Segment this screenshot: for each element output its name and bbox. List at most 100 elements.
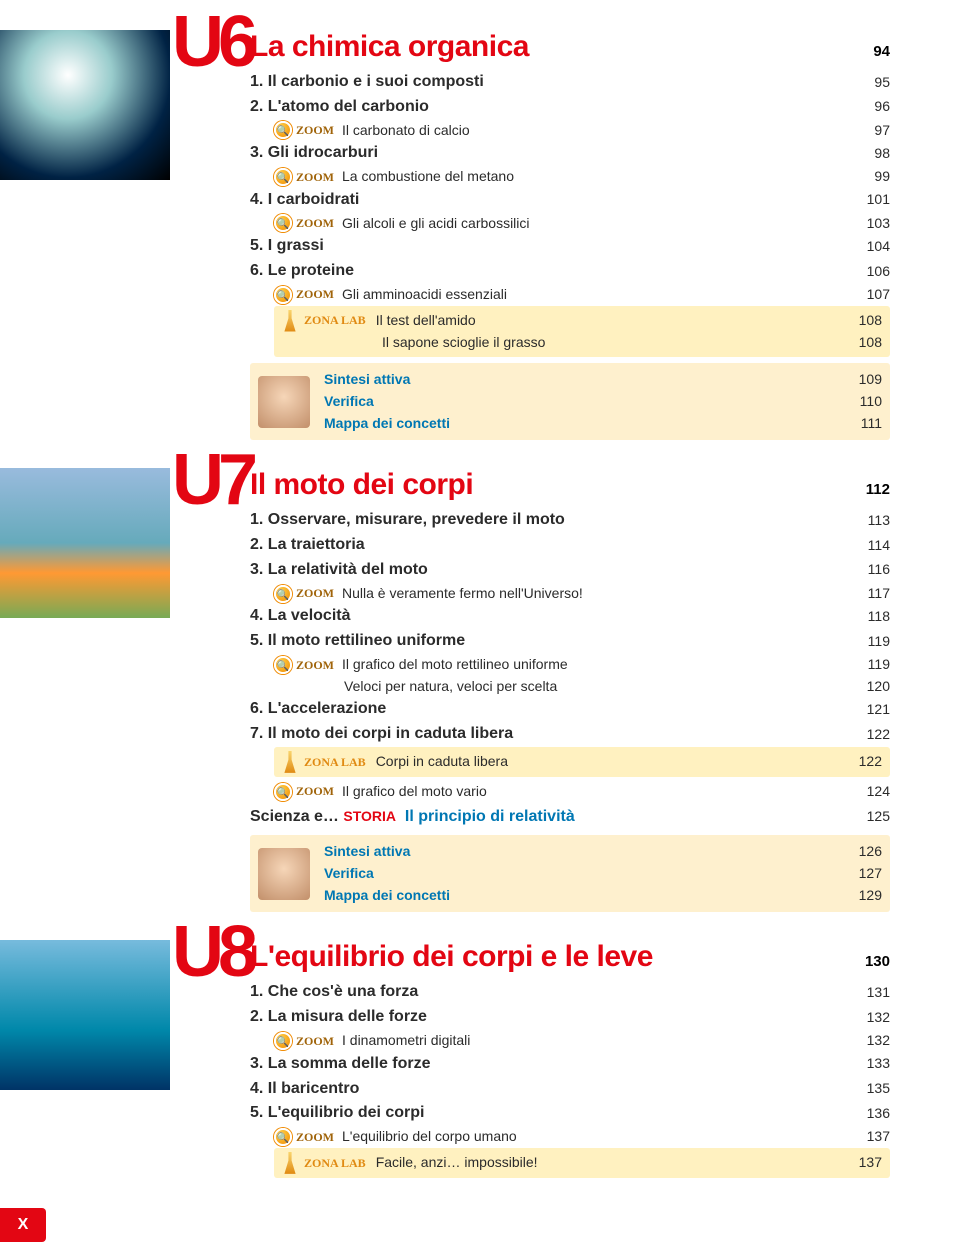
toc-page: 132 bbox=[867, 1030, 890, 1052]
toc-page: 114 bbox=[868, 535, 890, 557]
toc-page: 103 bbox=[867, 213, 890, 235]
toc-item: 2. La misura delle forze bbox=[250, 1005, 867, 1030]
toc-item: 6. Le proteine bbox=[250, 259, 867, 284]
zoom-label: ZOOM bbox=[296, 656, 334, 675]
toc-item: 2. La traiettoria bbox=[250, 533, 868, 558]
zoom-icon bbox=[274, 1032, 292, 1050]
face-icon bbox=[258, 376, 310, 428]
zona-lab-box: ZONA LABIl test dell'amido108 Il sapone … bbox=[274, 306, 890, 358]
toc-page: 119 bbox=[868, 654, 890, 676]
toc-page: 133 bbox=[867, 1053, 890, 1075]
toc-page: 118 bbox=[868, 606, 890, 628]
toc-item: Il grafico del moto vario bbox=[342, 781, 867, 803]
toc-item: 4. La velocità bbox=[250, 604, 868, 629]
sintesi-page: 129 bbox=[859, 885, 882, 907]
unit-u8: U8 L'equilibrio dei corpi e le leve 130 … bbox=[0, 940, 890, 1177]
sintesi-item: Mappa dei concetti bbox=[324, 885, 859, 907]
zoom-badge: ZOOM bbox=[274, 782, 334, 801]
toc-page: 121 bbox=[867, 699, 890, 721]
zona-lab-box: ZONA LAB Corpi in caduta libera122 bbox=[274, 747, 890, 777]
zoom-label: ZOOM bbox=[296, 214, 334, 233]
lab-label: ZONA LAB bbox=[304, 1154, 366, 1173]
unit-title-page: 112 bbox=[866, 481, 890, 498]
toc-item: 3. La relatività del moto bbox=[250, 558, 868, 583]
face-icon bbox=[258, 848, 310, 900]
sintesi-page: 111 bbox=[861, 413, 882, 435]
toc-page: 122 bbox=[867, 724, 890, 746]
lab-page: 108 bbox=[859, 332, 882, 354]
zoom-icon bbox=[274, 121, 292, 139]
toc-item: L'equilibrio del corpo umano bbox=[342, 1126, 867, 1148]
zoom-icon bbox=[274, 783, 292, 801]
toc-item: 3. Gli idrocarburi bbox=[250, 141, 874, 166]
toc-item: 6. L'accelerazione bbox=[250, 697, 867, 722]
unit-image bbox=[0, 940, 170, 1090]
sintesi-page: 127 bbox=[859, 863, 882, 885]
sintesi-box: Sintesi attiva109 Verifica110 Mappa dei … bbox=[250, 363, 890, 440]
zoom-icon bbox=[274, 1128, 292, 1146]
zoom-label: ZOOM bbox=[296, 1128, 334, 1147]
toc-item: Nulla è veramente fermo nell'Universo! bbox=[342, 583, 868, 605]
toc-item: 4. Il baricentro bbox=[250, 1077, 867, 1102]
unit-number: 8 bbox=[218, 912, 252, 992]
sintesi-item: Sintesi attiva bbox=[324, 369, 859, 391]
unit-tag: U8 bbox=[172, 924, 252, 982]
zoom-label: ZOOM bbox=[296, 1032, 334, 1051]
zoom-badge: ZOOM bbox=[274, 584, 334, 603]
toc-page: 113 bbox=[868, 510, 890, 532]
toc-page: 96 bbox=[874, 96, 890, 118]
toc-page: 97 bbox=[874, 120, 890, 142]
toc-item: Veloci per natura, veloci per scelta bbox=[344, 676, 867, 698]
unit-tag: U7 bbox=[172, 452, 252, 510]
sintesi-item: Verifica bbox=[324, 863, 859, 885]
flask-icon bbox=[282, 1152, 298, 1174]
toc-item: 5. L'equilibrio dei corpi bbox=[250, 1101, 867, 1126]
flask-icon bbox=[282, 751, 298, 773]
toc-item: Gli amminoacidi essenziali bbox=[342, 284, 867, 306]
lab-page: 122 bbox=[859, 751, 882, 773]
toc-item: La combustione del metano bbox=[342, 166, 874, 188]
toc-item: 5. Il moto rettilineo uniforme bbox=[250, 629, 868, 654]
zoom-badge: ZOOM bbox=[274, 168, 334, 187]
unit-number: 7 bbox=[218, 440, 252, 520]
lab-item: Corpi in caduta libera bbox=[376, 751, 859, 773]
zoom-icon bbox=[274, 214, 292, 232]
unit-image bbox=[0, 30, 170, 180]
zoom-label: ZOOM bbox=[296, 121, 334, 140]
sintesi-item: Mappa dei concetti bbox=[324, 413, 861, 435]
toc-item: Gli alcoli e gli acidi carbossilici bbox=[342, 213, 867, 235]
toc-page: 116 bbox=[868, 559, 890, 581]
toc-item: 3. La somma delle forze bbox=[250, 1052, 867, 1077]
toc-item: 2. L'atomo del carbonio bbox=[250, 95, 874, 120]
lab-badge: ZONA LAB bbox=[282, 751, 366, 773]
toc-page: 124 bbox=[867, 781, 890, 803]
unit-u6: U6 La chimica organica 94 1. Il carbonio… bbox=[0, 30, 890, 440]
zoom-badge: ZOOM bbox=[274, 656, 334, 675]
unit-tag: U6 bbox=[172, 14, 252, 72]
unit-title-page: 130 bbox=[865, 953, 890, 970]
toc-page: 120 bbox=[867, 676, 890, 698]
toc-page: 106 bbox=[867, 261, 890, 283]
toc-page: 119 bbox=[868, 631, 890, 653]
lab-item: Facile, anzi… impossibile! bbox=[376, 1152, 859, 1174]
toc-item: I dinamometri digitali bbox=[342, 1030, 867, 1052]
toc-item: 7. Il moto dei corpi in caduta libera bbox=[250, 722, 867, 747]
zoom-label: ZOOM bbox=[296, 285, 334, 304]
scienza-prefix: Scienza e… bbox=[250, 808, 339, 825]
toc-page: 101 bbox=[867, 189, 890, 211]
sintesi-page: 110 bbox=[860, 391, 882, 413]
zona-lab-box: ZONA LABFacile, anzi… impossibile!137 bbox=[274, 1148, 890, 1178]
toc-item: 1. Che cos'è una forza bbox=[250, 980, 867, 1005]
zoom-icon bbox=[274, 286, 292, 304]
toc-item: 5. I grassi bbox=[250, 234, 867, 259]
zoom-icon bbox=[274, 656, 292, 674]
sintesi-item: Verifica bbox=[324, 391, 860, 413]
toc-page: 95 bbox=[874, 72, 890, 94]
flask-icon bbox=[282, 310, 298, 332]
toc-item: 1. Il carbonio e i suoi composti bbox=[250, 70, 874, 95]
toc-page: 131 bbox=[867, 982, 890, 1004]
toc-item: 4. I carboidrati bbox=[250, 188, 867, 213]
toc-page: 117 bbox=[868, 583, 890, 605]
toc-page: 136 bbox=[867, 1103, 890, 1125]
unit-title: Il moto dei corpi bbox=[250, 468, 866, 502]
